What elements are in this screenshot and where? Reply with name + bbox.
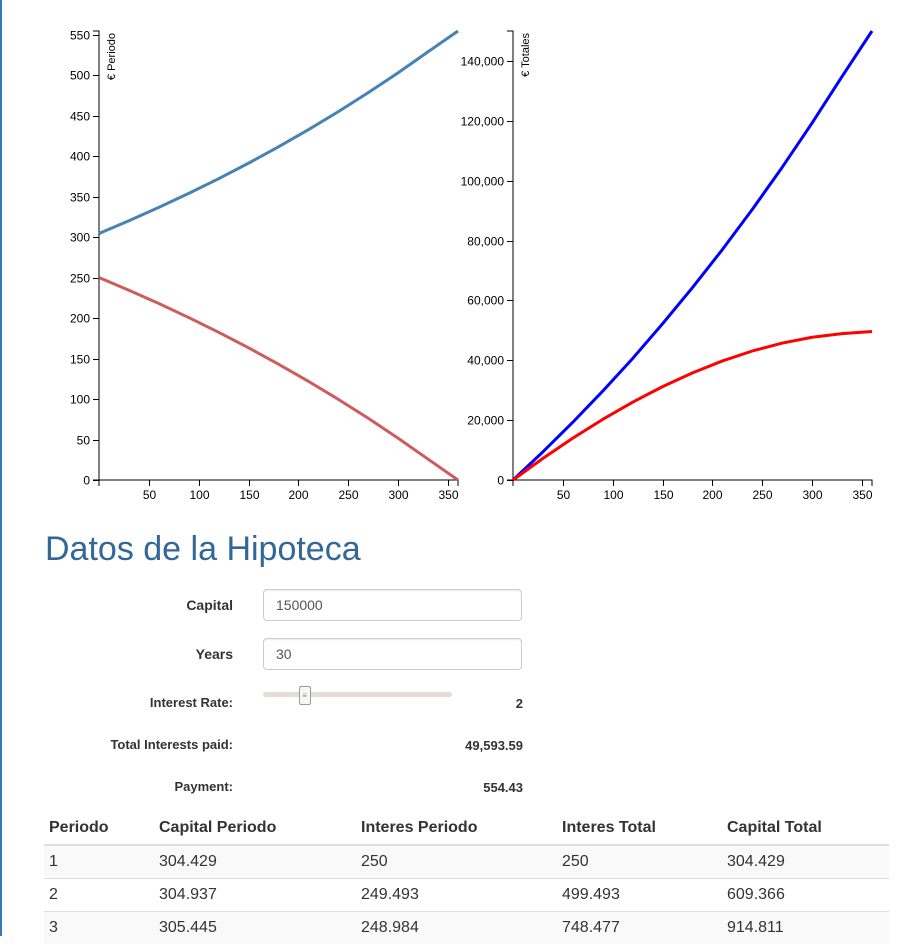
payment-value: 554.43 [403, 780, 523, 795]
table-cell: 3 [44, 912, 154, 944]
table-row: 2 304.937 249.493 499.493 609.366 [44, 879, 889, 912]
header-interes-periodo: Interes Periodo [356, 811, 557, 845]
table-cell: 248.984 [356, 912, 557, 944]
totales-chart-x-tick-label: 350 [852, 488, 872, 502]
totales-chart-series-line-2 [513, 332, 872, 480]
table-cell: 249.493 [356, 879, 557, 912]
header-interes-total: Interes Total [557, 811, 722, 845]
total-interests-value: 49,593.59 [403, 738, 523, 753]
table-cell: 250 [356, 845, 557, 879]
totales-chart-x-axis: 50 100 150 200 250 300 350 [513, 480, 873, 502]
totales-chart-x-tick-label: 200 [702, 488, 722, 502]
totales-chart-series-line-1 [513, 31, 872, 480]
table-header-row: Periodo Capital Periodo Interes Periodo … [44, 811, 889, 845]
totales-chart-x-tick-label: 100 [603, 488, 623, 502]
table-cell: 2 [44, 879, 154, 912]
page-title: Datos de la Hipoteca [45, 527, 361, 571]
totales-chart-x-tick-label: 50 [557, 488, 571, 502]
totales-chart-y-tick-label: 20,000 [467, 414, 504, 428]
total-interests-label: Total Interests paid: [40, 737, 233, 752]
capital-label: Capital [120, 597, 233, 613]
amortization-table: Periodo Capital Periodo Interes Periodo … [44, 811, 889, 944]
table-cell: 304.937 [154, 879, 356, 912]
table-cell: 748.477 [557, 912, 722, 944]
totales-chart-y-axis-label: € Totales [520, 33, 532, 77]
totales-chart-x-tick-label: 300 [802, 488, 822, 502]
chart-totales: 0 20,000 40,000 60,000 80,000 100,000 120,000 1… [0, 0, 911, 510]
totales-chart-x-axis-line [513, 480, 872, 486]
totales-chart-y-tick-label: 100,000 [461, 175, 505, 189]
payment-label: Payment: [80, 779, 233, 794]
table-cell: 1 [44, 845, 154, 879]
table-cell: 304.429 [154, 845, 356, 879]
totales-chart-y-tick-label: 0 [497, 474, 504, 488]
table-cell: 305.445 [154, 912, 356, 944]
totales-chart-y-tick-label: 80,000 [467, 235, 504, 249]
slider-handle-icon[interactable]: ≡ [299, 686, 311, 705]
interest-rate-label: Interest Rate: [80, 695, 233, 710]
table-cell: 914.811 [722, 912, 889, 944]
years-input[interactable] [263, 638, 522, 670]
header-periodo: Periodo [44, 811, 154, 845]
totales-chart-y-tick-label: 120,000 [461, 115, 505, 129]
totales-chart-x-tick-label: 250 [752, 488, 772, 502]
table-row: 1 304.429 250 250 304.429 [44, 845, 889, 879]
totales-chart-y-tick-label: 60,000 [467, 294, 504, 308]
totales-chart-y-axis: 0 20,000 40,000 60,000 80,000 100,000 120,000 1… [461, 31, 513, 488]
table-row: 3 305.445 248.984 748.477 914.811 [44, 912, 889, 944]
header-capital-periodo: Capital Periodo [154, 811, 356, 845]
totales-chart-y-axis-line [507, 31, 513, 480]
table-cell: 499.493 [557, 879, 722, 912]
totales-chart-x-tick-label: 150 [653, 488, 673, 502]
table-cell: 609.366 [722, 879, 889, 912]
totales-chart-y-tick-label: 140,000 [461, 55, 505, 69]
totales-chart-y-tick-label: 40,000 [467, 354, 504, 368]
interest-rate-value: 2 [403, 696, 523, 711]
years-label: Years [120, 646, 233, 662]
table-cell: 304.429 [722, 845, 889, 879]
header-capital-total: Capital Total [722, 811, 889, 845]
capital-input[interactable] [263, 589, 522, 621]
table-cell: 250 [557, 845, 722, 879]
